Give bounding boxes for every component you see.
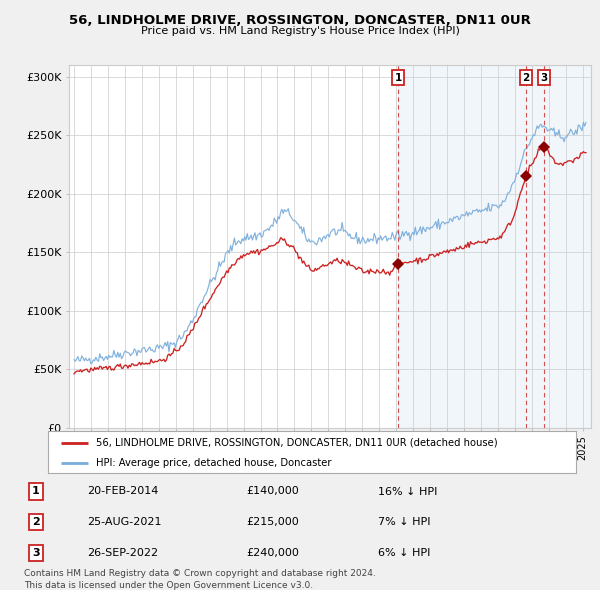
Text: 2: 2 [32, 517, 40, 527]
Text: 56, LINDHOLME DRIVE, ROSSINGTON, DONCASTER, DN11 0UR (detached house): 56, LINDHOLME DRIVE, ROSSINGTON, DONCAST… [95, 438, 497, 448]
Text: Price paid vs. HM Land Registry's House Price Index (HPI): Price paid vs. HM Land Registry's House … [140, 26, 460, 35]
Bar [398, 65, 591, 428]
Text: 1: 1 [32, 487, 40, 496]
Text: 16% ↓ HPI: 16% ↓ HPI [378, 487, 437, 496]
Text: 25-AUG-2021: 25-AUG-2021 [87, 517, 161, 527]
Text: 1: 1 [395, 73, 402, 83]
Text: 2: 2 [522, 73, 529, 83]
Text: 3: 3 [32, 548, 40, 558]
Text: £240,000: £240,000 [246, 548, 299, 558]
Text: 6% ↓ HPI: 6% ↓ HPI [378, 548, 430, 558]
Text: HPI: Average price, detached house, Doncaster: HPI: Average price, detached house, Donc… [95, 458, 331, 467]
Text: 56, LINDHOLME DRIVE, ROSSINGTON, DONCASTER, DN11 0UR: 56, LINDHOLME DRIVE, ROSSINGTON, DONCAST… [69, 14, 531, 27]
Text: £215,000: £215,000 [246, 517, 299, 527]
Text: 20-FEB-2014: 20-FEB-2014 [87, 487, 158, 496]
Text: £140,000: £140,000 [246, 487, 299, 496]
Text: Contains HM Land Registry data © Crown copyright and database right 2024.
This d: Contains HM Land Registry data © Crown c… [24, 569, 376, 590]
Text: 7% ↓ HPI: 7% ↓ HPI [378, 517, 431, 527]
Text: 26-SEP-2022: 26-SEP-2022 [87, 548, 158, 558]
Text: 3: 3 [541, 73, 548, 83]
